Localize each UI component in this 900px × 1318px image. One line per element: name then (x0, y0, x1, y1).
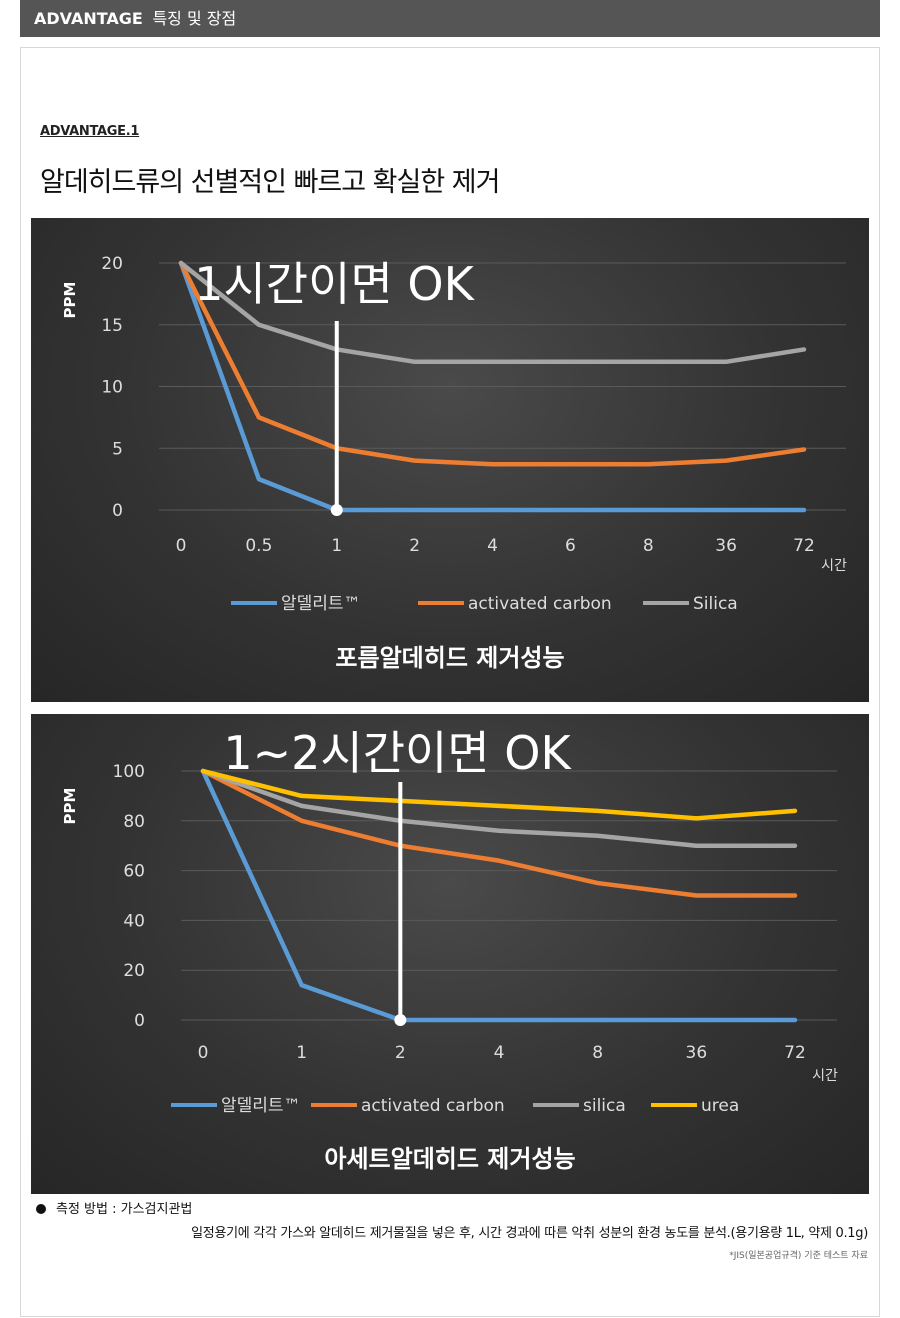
y-tick-label: 20 (101, 254, 123, 274)
x-tick-label: 0 (176, 536, 187, 556)
y-tick-label: 15 (101, 316, 123, 336)
legend-label: silica (583, 1096, 626, 1116)
annotation-point (330, 504, 343, 516)
y-tick-label: 60 (123, 862, 145, 882)
source-note: *JIS(일본공업규격) 기준 테스트 자료 (729, 1251, 868, 1261)
y-tick-label: 0 (134, 1011, 145, 1031)
annotation-text: 1시간이면 OK (194, 257, 475, 311)
legend-item: 알델리트™ (171, 1096, 301, 1116)
y-tick-label: 5 (112, 439, 123, 459)
measurement-description: 일정용기에 각각 가스와 알데히드 제거물질을 넣은 후, 시간 경과에 따른 … (191, 1226, 868, 1241)
measurement-method: 측정 방법 : 가스검지관법 (36, 1198, 192, 1217)
series-line-1 (178, 260, 807, 513)
formaldehyde-chart: 0 5 10 15 20 PPM 0 0.5 1 2 4 6 8 36 72 시간 1시간이면 OK 알델리트™ a… (31, 218, 869, 702)
y-tick-label: 100 (113, 762, 145, 782)
x-tick-label: 6 (565, 536, 576, 556)
series-line-4 (200, 768, 798, 821)
legend-item: activated carbon (311, 1096, 505, 1116)
x-tick-label: 72 (784, 1043, 806, 1063)
x-tick-label: 4 (487, 536, 498, 556)
legend-label: 알델리트™ (221, 1096, 301, 1116)
x-tick-label: 2 (395, 1043, 406, 1063)
x-tick-label: 1 (296, 1043, 307, 1063)
x-axis-label: 시간 (821, 558, 847, 574)
x-tick-label: 2 (409, 536, 420, 556)
y-tick-label: 40 (123, 911, 145, 931)
x-tick-label: 72 (793, 536, 815, 556)
series-line-2 (178, 260, 807, 467)
x-tick-label: 1 (331, 536, 342, 556)
series-line-3 (178, 260, 807, 365)
legend-item: Silica (643, 594, 738, 614)
legend-label: urea (701, 1096, 739, 1116)
acetaldehyde-chart: 0 20 40 60 80 100 PPM 0 1 2 4 8 36 72 시간 1~2시간이면 OK 알델리트… (31, 714, 869, 1194)
chart-title: 포름알데히드 제거성능 (335, 644, 564, 672)
section-title: 알데히드류의 선별적인 빠르고 확실한 제거 (40, 167, 500, 198)
y-axis-label: PPM (61, 282, 79, 319)
chart-title: 아세트알데히드 제거성능 (324, 1145, 575, 1173)
x-tick-label: 0.5 (245, 536, 272, 556)
x-tick-label: 36 (686, 1043, 708, 1063)
y-axis-label: PPM (61, 788, 79, 825)
x-tick-label: 8 (643, 536, 654, 556)
bullet-icon (36, 1204, 46, 1214)
header-title: ADVANTAGE (34, 9, 143, 28)
x-axis-label: 시간 (812, 1068, 838, 1084)
legend-item: 알델리트™ (231, 594, 361, 614)
x-tick-label: 8 (592, 1043, 603, 1063)
legend-item: silica (533, 1096, 626, 1116)
series-line-3 (200, 768, 798, 848)
method-label: 측정 방법 : 가스검지관법 (56, 1202, 193, 1217)
y-tick-label: 80 (123, 812, 145, 832)
legend-item: activated carbon (418, 594, 612, 614)
y-tick-label: 20 (123, 961, 145, 981)
chart-svg: 0 5 10 15 20 PPM 0 0.5 1 2 4 6 8 36 72 시간 1시간이면 OK 알델리트™ a… (61, 254, 847, 672)
series-line-2 (200, 768, 798, 898)
chart-svg: 0 20 40 60 80 100 PPM 0 1 2 4 8 36 72 시간 1~2시간이면 OK 알델리트… (61, 726, 838, 1173)
x-tick-label: 0 (198, 1043, 209, 1063)
legend-item: urea (651, 1096, 739, 1116)
x-tick-label: 4 (494, 1043, 505, 1063)
legend-label: activated carbon (468, 594, 612, 614)
legend-label: 알델리트™ (281, 594, 361, 614)
legend-label: activated carbon (361, 1096, 505, 1116)
x-tick-label: 36 (715, 536, 737, 556)
annotation-text: 1~2시간이면 OK (223, 726, 572, 780)
section-label: ADVANTAGE.1 (40, 124, 140, 139)
y-tick-label: 10 (101, 378, 123, 398)
header-subtitle: 특징 및 장점 (152, 9, 237, 28)
legend-label: Silica (693, 594, 738, 614)
series-line-1 (200, 768, 798, 1023)
annotation-point (394, 1014, 407, 1026)
y-tick-label: 0 (112, 501, 123, 521)
header-bar: ADVANTAGE 특징 및 장점 (20, 0, 880, 37)
